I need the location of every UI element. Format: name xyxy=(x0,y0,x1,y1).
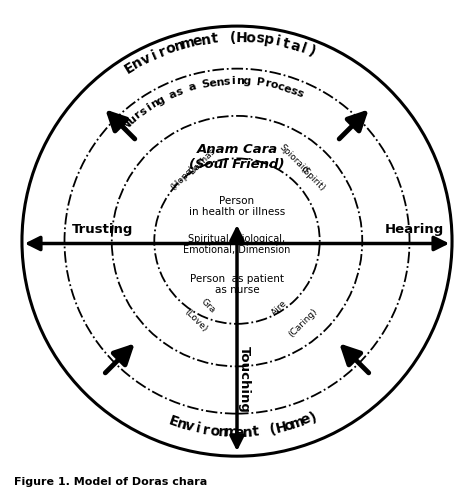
Text: g: g xyxy=(242,76,251,86)
Text: v: v xyxy=(183,418,196,434)
Text: t: t xyxy=(282,36,292,51)
Text: a: a xyxy=(168,88,178,101)
Text: s: s xyxy=(174,86,184,98)
Text: E: E xyxy=(166,413,180,429)
Text: Aire: Aire xyxy=(270,298,289,317)
Text: a: a xyxy=(187,81,197,93)
Text: Trusting: Trusting xyxy=(72,223,133,236)
Text: s: s xyxy=(295,88,305,100)
Text: p: p xyxy=(263,32,274,48)
Text: e: e xyxy=(235,425,244,439)
Text: u: u xyxy=(126,113,139,126)
Text: i: i xyxy=(194,420,201,435)
Text: r: r xyxy=(201,422,210,437)
Text: v: v xyxy=(138,51,153,67)
Text: o: o xyxy=(269,80,279,91)
Text: S: S xyxy=(201,79,210,90)
Text: Dochas: Dochas xyxy=(187,146,217,176)
Text: (Love): (Love) xyxy=(182,306,209,333)
Text: i: i xyxy=(149,48,159,62)
Text: Anam Cara: Anam Cara xyxy=(196,143,278,156)
Text: t: t xyxy=(210,31,219,46)
Text: n: n xyxy=(217,424,228,439)
Text: (Soul Friend): (Soul Friend) xyxy=(189,157,285,170)
Text: n: n xyxy=(130,55,146,72)
Text: c: c xyxy=(276,81,285,93)
Text: Gra: Gra xyxy=(199,296,217,314)
Text: a: a xyxy=(289,38,301,54)
Text: Spiritual, Biological,
Emotional, Dimension: Spiritual, Biological, Emotional, Dimens… xyxy=(183,233,291,255)
Text: Spioraid: Spioraid xyxy=(277,143,310,175)
Text: s: s xyxy=(289,85,298,97)
Text: Touching: Touching xyxy=(237,345,251,412)
Text: (Caring): (Caring) xyxy=(287,305,319,338)
Text: P: P xyxy=(255,77,265,88)
Text: m: m xyxy=(288,413,306,431)
Text: s: s xyxy=(137,105,149,117)
Text: n: n xyxy=(236,76,244,86)
Text: e: e xyxy=(208,78,217,88)
Text: r: r xyxy=(132,110,143,121)
Text: ): ) xyxy=(307,44,318,60)
Text: n: n xyxy=(149,97,161,110)
Text: N: N xyxy=(120,117,134,131)
Text: o: o xyxy=(246,31,256,45)
Text: t: t xyxy=(252,424,260,438)
Text: H: H xyxy=(274,419,288,435)
Text: s: s xyxy=(255,31,264,46)
Text: ): ) xyxy=(307,408,319,424)
Text: l: l xyxy=(299,41,308,56)
Text: H: H xyxy=(236,30,248,45)
Text: g: g xyxy=(155,94,166,106)
Text: m: m xyxy=(179,35,197,52)
Text: o: o xyxy=(283,416,296,432)
Text: (Hope): (Hope) xyxy=(168,164,197,192)
Text: i: i xyxy=(274,34,281,49)
Text: n: n xyxy=(200,32,212,47)
Text: E: E xyxy=(122,59,137,76)
Text: o: o xyxy=(164,41,177,57)
Text: o: o xyxy=(209,423,220,438)
Text: n: n xyxy=(215,77,224,87)
Text: Hearing: Hearing xyxy=(384,223,444,236)
Text: (: ( xyxy=(229,31,236,44)
Text: Figure 1. Model of Doras chara: Figure 1. Model of Doras chara xyxy=(14,476,208,486)
Text: i: i xyxy=(231,76,235,86)
Text: s: s xyxy=(222,76,230,86)
Text: i: i xyxy=(145,102,153,112)
Text: e: e xyxy=(191,34,203,49)
Text: m: m xyxy=(224,425,238,439)
Text: e: e xyxy=(282,83,292,95)
Text: Person
in health or illness: Person in health or illness xyxy=(189,196,285,217)
Text: (: ( xyxy=(268,421,277,436)
Text: n: n xyxy=(243,424,253,439)
Text: n: n xyxy=(174,415,188,432)
Text: (Spirit): (Spirit) xyxy=(299,164,327,192)
Text: Person  as patient
as nurse: Person as patient as nurse xyxy=(190,273,284,295)
Text: n: n xyxy=(173,38,186,54)
Text: r: r xyxy=(264,79,271,89)
Text: r: r xyxy=(156,44,168,60)
Text: e: e xyxy=(298,411,312,427)
